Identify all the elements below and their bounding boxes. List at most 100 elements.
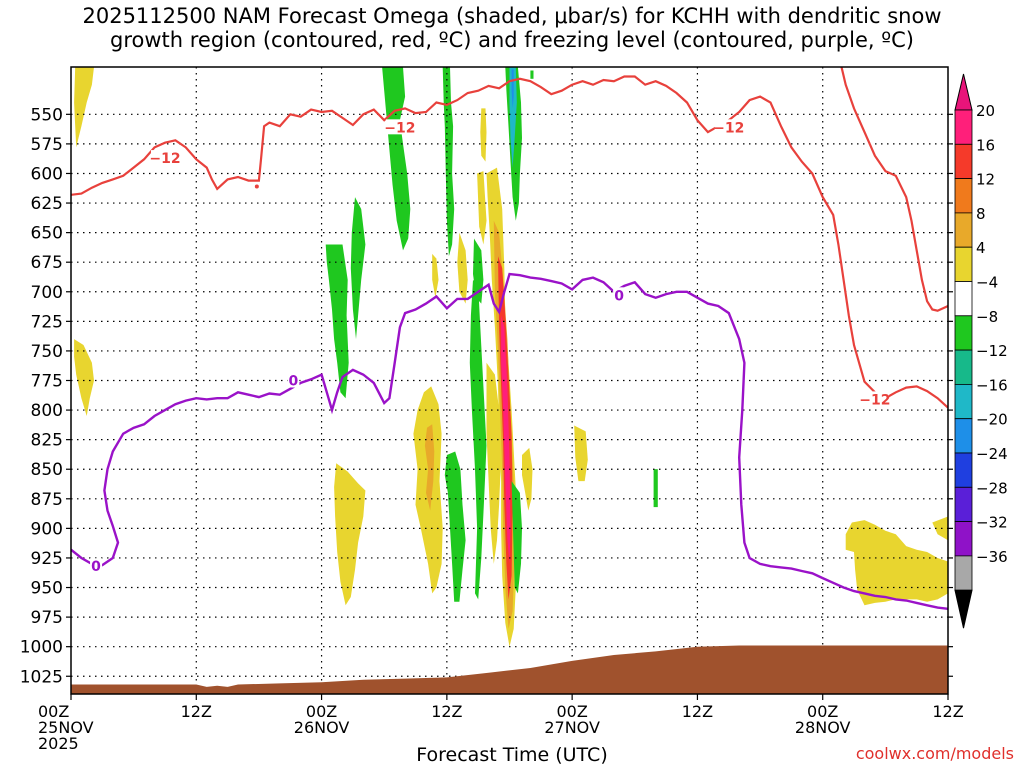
- x-tick-label-2-1: 00Z: [306, 702, 337, 721]
- omega-shade-9: [334, 463, 366, 606]
- freezing-label-0: 0: [91, 559, 101, 575]
- freezing-label-2: 0: [614, 288, 624, 304]
- x-tick-label-6-2: 28NOV: [795, 718, 851, 737]
- omega-shade-28: [653, 469, 658, 508]
- colorbar-swatch-8: [954, 383, 973, 420]
- omega-shade-13: [480, 108, 487, 162]
- freezing-label-2-bg: [613, 287, 626, 303]
- omega-shade-22: [509, 67, 517, 168]
- colorbar-label-9: −20: [976, 411, 1008, 429]
- y-tick-label-1000: 1000: [20, 638, 63, 658]
- colorbar-label-13: −36: [976, 548, 1008, 566]
- credit-text: coolwx.com/models: [855, 744, 1014, 763]
- colorbar-swatch-11: [954, 486, 973, 522]
- colorbar-swatch-9: [954, 418, 973, 454]
- omega-shade-27: [574, 425, 588, 482]
- colorbar: 20 16 12 8 4 −4 −8 −12 −16 −20 −24 −28 −32 −36: [954, 73, 1008, 629]
- omega-shade-26: [522, 447, 533, 511]
- colorbar-label-4: 4: [976, 239, 986, 257]
- omega-shade-25: [530, 70, 534, 79]
- omega-shade-10: [444, 451, 466, 602]
- dendritic-label-0-bg: [150, 150, 179, 166]
- colorbar-label-7: −12: [976, 342, 1008, 360]
- dendritic-label-3: −12: [859, 392, 890, 408]
- y-tick-label-750: 750: [31, 342, 63, 362]
- x-tick-label-4-1: 00Z: [556, 702, 587, 721]
- colorbar-swatch-4: [954, 246, 973, 282]
- terrain-fill: [71, 645, 948, 694]
- colorbar-swatch-7: [954, 349, 973, 385]
- colorbar-swatch-3: [954, 212, 973, 248]
- colorbar-top-arrow: [954, 73, 973, 111]
- colorbar-label-0: 20: [976, 102, 995, 120]
- x-tick-label-0-1: 00Z: [38, 702, 69, 721]
- y-tick-label-725: 725: [31, 312, 63, 332]
- freezing-contour-line: [71, 272, 948, 610]
- dendritic-label-2: −12: [713, 120, 744, 136]
- colorbar-label-6: −8: [976, 308, 998, 326]
- y-tick-label-550: 550: [31, 105, 63, 125]
- omega-shade-3: [442, 67, 455, 257]
- x-axis-title: Forecast Time (UTC): [416, 744, 608, 766]
- omega-shade-2: [382, 67, 411, 251]
- dendritic-label-3-bg: [860, 391, 889, 407]
- x-tick-label-5-1: 12Z: [682, 702, 713, 721]
- colorbar-label-11: −28: [976, 479, 1008, 497]
- colorbar-label-10: −24: [976, 445, 1008, 463]
- y-tick-label-875: 875: [31, 490, 63, 510]
- y-tick-label-850: 850: [31, 460, 63, 480]
- dendritic-contour-line-b: [840, 67, 948, 312]
- colorbar-label-8: −16: [976, 376, 1008, 394]
- y-tick-label-675: 675: [31, 253, 63, 273]
- chart-title-line2: growth region (contoured, red, ºC) and f…: [110, 28, 914, 52]
- colorbar-label-3: 8: [976, 205, 986, 223]
- y-tick-label-625: 625: [31, 194, 63, 214]
- y-tick-label-700: 700: [31, 283, 63, 303]
- omega-shade-4: [350, 197, 366, 340]
- y-tick-label-775: 775: [31, 372, 63, 392]
- omega-shade-20: [501, 315, 511, 564]
- colorbar-swatch-10: [954, 452, 973, 488]
- x-tick-label-1-1: 12Z: [181, 702, 212, 721]
- omega-shade-14: [477, 171, 487, 245]
- omega-shade-0: [74, 67, 94, 148]
- colorbar-bottom-arrow: [954, 589, 973, 629]
- omega-shade-15: [469, 279, 487, 600]
- omega-shade-24: [511, 481, 522, 594]
- omega-shade-12: [457, 232, 468, 304]
- omega-shade-11: [432, 253, 439, 298]
- dendritic-label-1-bg: [385, 119, 414, 135]
- y-tick-label-800: 800: [31, 401, 63, 421]
- freezing-label-1-bg: [287, 372, 300, 388]
- omega-shade-23: [511, 69, 514, 109]
- freezing-label-1: 0: [289, 374, 299, 390]
- chart-title-line1: 2025112500 NAM Forecast Omega (shaded, μ…: [82, 4, 942, 28]
- omega-shade-29: [845, 520, 948, 606]
- colorbar-swatch-0: [954, 109, 973, 145]
- x-tick-label-6-1: 00Z: [807, 702, 838, 721]
- y-tick-label-1025: 1025: [20, 667, 63, 687]
- freezing-label-0-bg: [90, 558, 103, 574]
- dendritic-contour-dot: [254, 184, 259, 189]
- colorbar-swatch-12: [954, 521, 973, 557]
- x-tick-label-0-3: 2025: [38, 734, 79, 753]
- omega-shade-8: [424, 424, 435, 511]
- dendritic-contour-line: [71, 75, 948, 409]
- y-tick-label-575: 575: [31, 135, 63, 155]
- y-tick-label-925: 925: [31, 549, 63, 569]
- omega-shade-30: [932, 516, 948, 541]
- colorbar-swatch-1: [954, 143, 973, 180]
- x-tick-label-2-2: 26NOV: [294, 718, 350, 737]
- colorbar-swatch-13: [954, 555, 973, 591]
- y-tick-label-900: 900: [31, 519, 63, 539]
- colorbar-swatch-5: [954, 281, 973, 317]
- colorbar-label-5: −4: [976, 274, 998, 292]
- colorbar-swatch-2: [954, 178, 973, 214]
- chart-title: 2025112500 NAM Forecast Omega (shaded, μ…: [0, 4, 1024, 52]
- x-tick-label-4-2: 27NOV: [544, 718, 600, 737]
- dendritic-label-0: −12: [149, 151, 180, 167]
- colorbar-label-2: 12: [976, 171, 995, 189]
- omega-shade-16: [486, 362, 502, 564]
- y-tick-label-950: 950: [31, 579, 63, 599]
